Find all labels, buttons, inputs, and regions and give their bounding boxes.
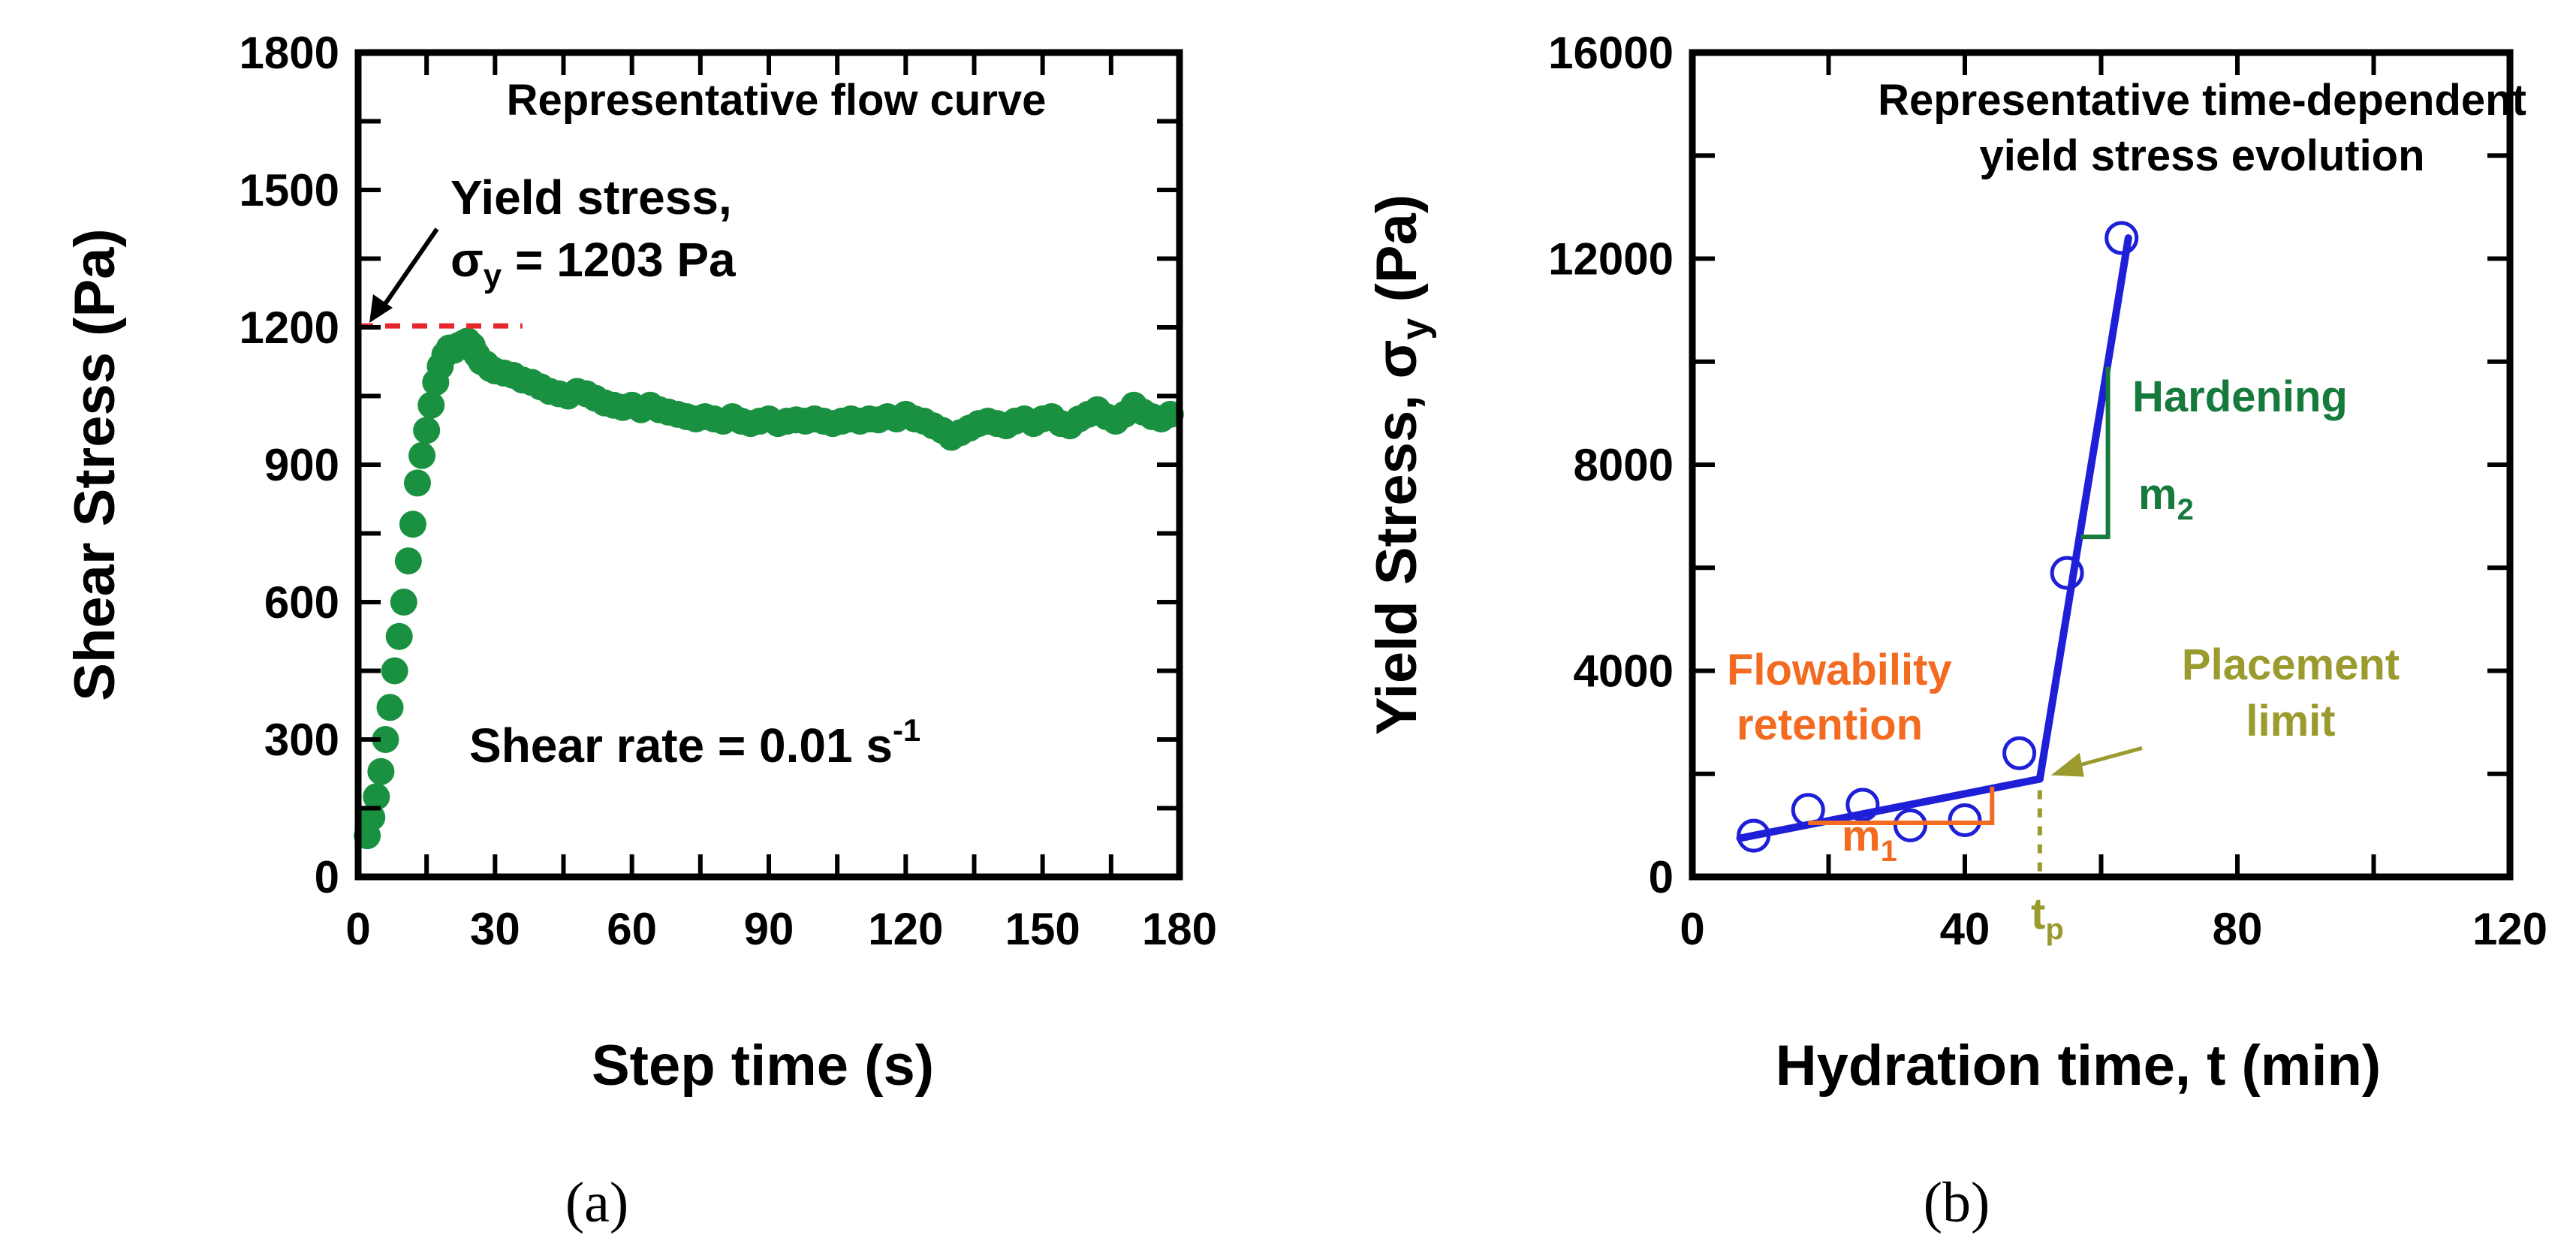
a-data-point bbox=[385, 622, 413, 650]
b-placement-arrow bbox=[2069, 746, 2143, 770]
a-x-tick-label: 60 bbox=[607, 904, 657, 954]
a-data-point bbox=[394, 547, 422, 575]
b-chart-title-line1: Representative time-dependent bbox=[1878, 76, 2526, 125]
a-y-tick-label: 1800 bbox=[240, 28, 339, 78]
b-data-point bbox=[2002, 736, 2037, 770]
b-data-point bbox=[1845, 788, 1880, 822]
a-data-point bbox=[399, 511, 426, 538]
a-data-point bbox=[390, 589, 417, 616]
a-data-point bbox=[417, 391, 445, 419]
b-x-axis-label: Hydration time, t (min) bbox=[1776, 1034, 2381, 1098]
a-yield-arrow bbox=[379, 227, 439, 311]
b-m2-label: m2 bbox=[2138, 470, 2194, 526]
b-axis-ticks bbox=[1690, 50, 2512, 879]
b-hardening-label: Hardening bbox=[2132, 372, 2348, 421]
a-x-tick-label: 30 bbox=[470, 904, 520, 954]
b-placement-label-line2: limit bbox=[2246, 697, 2335, 745]
a-data-point bbox=[367, 758, 395, 785]
a-data-point bbox=[408, 441, 436, 469]
b-y-tick-label: 4000 bbox=[1574, 646, 1674, 697]
a-x-axis-label: Step time (s) bbox=[592, 1034, 934, 1098]
a-x-tick-label: 120 bbox=[868, 904, 943, 954]
b-data-points bbox=[1737, 221, 2139, 853]
b-data-point bbox=[1737, 818, 1771, 853]
b-placement-arrowhead bbox=[2050, 752, 2084, 777]
a-shear-rate-label: Shear rate = 0.01 s-1 bbox=[469, 712, 920, 773]
panel-b: 0 40 80 120 0 4000 8000 12000 16000 Representati… bbox=[1365, 28, 2547, 1234]
b-tp-label: tp bbox=[2031, 890, 2064, 946]
a-x-tick-label: 180 bbox=[1142, 904, 1217, 954]
b-flowability-label-line2: retention bbox=[1737, 700, 1923, 749]
a-x-tick-label: 0 bbox=[345, 904, 370, 954]
b-data-point bbox=[2104, 221, 2139, 255]
b-data-point bbox=[1791, 793, 1825, 827]
b-tick-labels: 0 40 80 120 0 4000 8000 12000 16000 bbox=[1548, 28, 2547, 954]
a-y-tick-label: 600 bbox=[264, 577, 339, 628]
a-chart-title: Representative flow curve bbox=[507, 76, 1047, 125]
a-data-point bbox=[404, 469, 432, 497]
a-data-point bbox=[381, 657, 408, 685]
b-y-tick-label: 0 bbox=[1649, 852, 1674, 902]
b-data-point bbox=[2050, 556, 2084, 590]
a-y-tick-label: 0 bbox=[315, 852, 339, 902]
a-data-point bbox=[363, 783, 390, 811]
b-x-tick-label: 80 bbox=[2213, 904, 2263, 954]
a-y-tick-label: 300 bbox=[264, 715, 339, 765]
a-y-tick-label: 1200 bbox=[240, 303, 339, 353]
a-yield-label-line1: Yield stress, bbox=[450, 170, 732, 224]
a-data-point bbox=[413, 417, 441, 444]
b-flowability-slope-triangle bbox=[1808, 786, 1995, 825]
a-shear-rate-text: Shear rate = 0.01 s bbox=[469, 718, 893, 773]
a-y-axis-label: Shear Stress (Pa) bbox=[63, 228, 127, 700]
b-y-axis-label: Yield Stress, σy (Pa) bbox=[1365, 194, 1437, 735]
a-data-points bbox=[354, 327, 1184, 850]
a-y-tick-label: 1500 bbox=[240, 165, 339, 215]
b-flowability-label-line1: Flowability bbox=[1727, 646, 1952, 694]
b-placement-label-line1: Placement bbox=[2182, 640, 2400, 689]
b-m1-label: m1 bbox=[1842, 812, 1897, 868]
a-yield-subscript: y bbox=[484, 258, 502, 294]
b-chart-title-line2: yield stress evolution bbox=[1979, 131, 2424, 180]
b-x-tick-label: 0 bbox=[1680, 904, 1704, 954]
b-y-tick-label: 12000 bbox=[1548, 234, 1674, 285]
b-fit-line-flowability bbox=[1736, 775, 2044, 842]
b-y-tick-label: 8000 bbox=[1574, 440, 1674, 490]
a-y-tick-label: 900 bbox=[264, 440, 339, 490]
a-yield-value: = 1203 Pa bbox=[502, 233, 736, 287]
b-x-tick-label: 120 bbox=[2472, 904, 2547, 954]
a-yield-label-line2: σy = 1203 Pa bbox=[450, 233, 736, 294]
b-data-point bbox=[1948, 803, 1982, 838]
a-x-tick-label: 90 bbox=[744, 904, 794, 954]
b-caption: (b) bbox=[1924, 1171, 1990, 1234]
a-axis-ticks bbox=[356, 50, 1182, 879]
a-x-tick-label: 150 bbox=[1005, 904, 1080, 954]
a-shear-rate-sup: -1 bbox=[893, 712, 920, 748]
b-y-tick-label: 16000 bbox=[1548, 28, 1674, 78]
b-x-tick-label: 40 bbox=[1940, 904, 1990, 954]
a-data-point bbox=[372, 726, 399, 753]
a-yield-symbol: σ bbox=[450, 233, 484, 287]
a-data-point bbox=[358, 803, 386, 831]
b-hardening-slope-triangle bbox=[2080, 366, 2111, 540]
a-yield-arrowhead bbox=[369, 294, 393, 323]
a-caption: (a) bbox=[565, 1171, 628, 1234]
b-data-point bbox=[1893, 808, 1927, 842]
b-fit-line-hardening bbox=[2035, 234, 2132, 783]
a-data-point bbox=[376, 694, 404, 721]
